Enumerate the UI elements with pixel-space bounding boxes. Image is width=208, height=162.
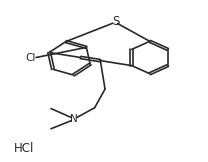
Text: Cl: Cl: [25, 52, 35, 63]
Text: S: S: [112, 15, 119, 28]
Text: HCl: HCl: [14, 142, 34, 155]
Text: N: N: [70, 114, 78, 124]
